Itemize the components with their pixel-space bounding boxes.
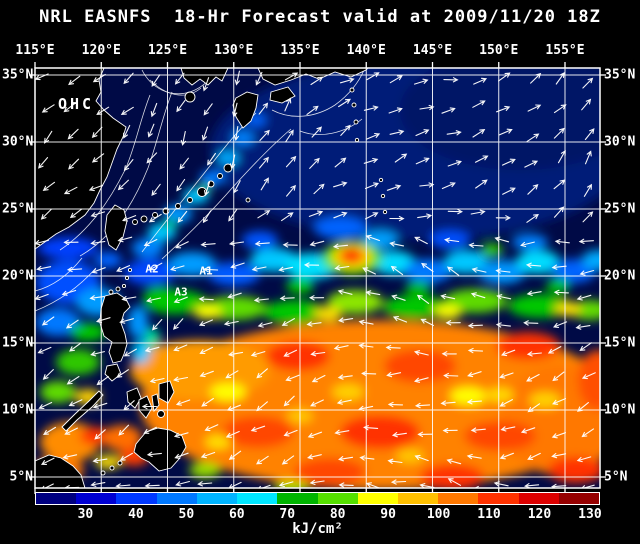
colorbar-segment xyxy=(237,493,278,504)
colorbar-segment xyxy=(317,493,358,504)
station-label-a3: A3 xyxy=(174,285,188,299)
colorbar-segment xyxy=(156,493,197,504)
colorbar xyxy=(35,492,600,505)
colorbar-tick-label: 130 xyxy=(578,507,602,522)
lat-tick-label-left: 5°N xyxy=(9,469,33,485)
lat-tick-label-left: 20°N xyxy=(2,268,34,284)
colorbar-tick-label: 70 xyxy=(279,507,296,522)
colorbar-units: kJ/cm² xyxy=(292,521,343,537)
lat-tick-label-left: 10°N xyxy=(2,402,34,418)
lon-tick-label: 140°E xyxy=(346,43,386,58)
colorbar-segment xyxy=(116,493,157,504)
colorbar-segment xyxy=(76,493,117,504)
colorbar-segment xyxy=(438,493,479,504)
colorbar-segment xyxy=(36,493,77,504)
colorbar-segment xyxy=(196,493,238,504)
lat-tick-label-right: 25°N xyxy=(604,201,636,217)
lat-tick-label-left: 25°N xyxy=(2,201,34,217)
land-coastlines xyxy=(35,68,388,488)
colorbar-segment xyxy=(518,493,559,504)
colorbar-segment xyxy=(357,493,398,504)
colorbar-tick-label: 80 xyxy=(329,507,346,522)
colorbar-segment xyxy=(277,493,318,504)
colorbar-tick-label: 30 xyxy=(77,507,94,522)
vector-arrows xyxy=(35,70,596,488)
colorbar-tick-label: 50 xyxy=(178,507,195,522)
lon-tick-label: 115°E xyxy=(15,43,55,58)
field-name-label: OHC xyxy=(58,95,95,113)
lat-lon-grid xyxy=(35,68,600,488)
lon-tick-label: 155°E xyxy=(545,43,585,58)
lat-tick-label-right: 5°N xyxy=(604,469,628,485)
station-label-a2: A2 xyxy=(145,262,159,276)
colorbar-tick-label: 60 xyxy=(228,507,245,522)
colorbar-tick-label: 120 xyxy=(527,507,552,522)
lon-tick-label: 130°E xyxy=(214,43,254,58)
lat-tick-label-left: 15°N xyxy=(2,335,34,351)
colorbar-tick-label: 40 xyxy=(128,507,144,522)
station-label-a1: A1 xyxy=(199,264,213,278)
colorbar-segment xyxy=(478,493,519,504)
colorbar-tick-label: 100 xyxy=(426,507,451,522)
map-border xyxy=(34,67,601,489)
colorbar-tick-label: 110 xyxy=(477,507,501,522)
lat-tick-label-left: 35°N xyxy=(2,67,34,83)
colorbar-segment xyxy=(397,493,439,504)
lon-tick-label: 145°E xyxy=(412,43,453,58)
lon-tick-label: 150°E xyxy=(479,43,519,58)
lat-tick-label-left: 30°N xyxy=(2,134,34,150)
lat-tick-label-right: 35°N xyxy=(604,67,636,83)
colorbar-tick-label: 90 xyxy=(380,507,396,522)
lon-tick-label: 135°E xyxy=(280,43,320,58)
lon-tick-label: 125°E xyxy=(147,43,188,58)
figure-title: NRL EASNFS 18-Hr Forecast valid at 2009/… xyxy=(39,7,601,27)
lat-tick-label-right: 30°N xyxy=(604,134,636,150)
axis-ticks xyxy=(29,62,606,494)
lat-tick-label-right: 15°N xyxy=(604,335,636,351)
lon-tick-label: 120°E xyxy=(81,43,121,58)
colorbar-segment xyxy=(558,493,600,504)
lat-tick-label-right: 10°N xyxy=(604,402,636,418)
lat-tick-label-right: 20°N xyxy=(604,268,636,284)
